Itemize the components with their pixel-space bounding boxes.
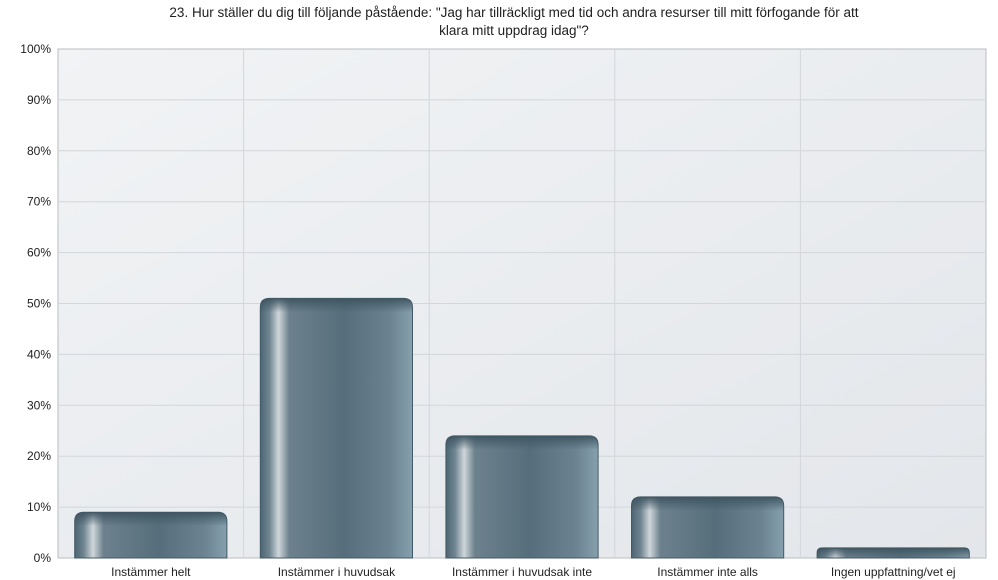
- y-tick-label: 20%: [27, 449, 51, 463]
- bar-top-shade: [74, 512, 227, 527]
- y-tick-label: 70%: [27, 195, 51, 209]
- x-tick-label: Instämmer helt: [111, 565, 191, 579]
- y-tick-label: 40%: [27, 347, 51, 361]
- bar-top-shade: [631, 496, 784, 511]
- bar-top-shade: [260, 298, 413, 313]
- x-tick-label: Ingen uppfattning/vet ej: [831, 565, 956, 579]
- y-axis: 0% 10% 20% 30% 40% 50% 60% 70% 80% 90% 100%: [20, 42, 51, 565]
- y-tick-label: 60%: [27, 246, 51, 260]
- y-tick-label: 0%: [34, 551, 52, 565]
- y-tick-label: 30%: [27, 398, 51, 412]
- chart-title: 23. Hur ställer du dig till följande pås…: [40, 4, 988, 40]
- bar-top-shade: [817, 547, 970, 558]
- y-tick-label: 50%: [27, 297, 51, 311]
- grid-lines: [58, 49, 986, 558]
- y-tick-label: 80%: [27, 144, 51, 158]
- x-tick-label: Instämmer inte alls: [657, 565, 758, 579]
- bar-top-shade: [445, 435, 599, 450]
- x-axis: Instämmer helt Instämmer i huvudsak Instäm…: [111, 565, 955, 579]
- bars: [74, 297, 970, 559]
- bar: [259, 297, 413, 559]
- chart-title-line-2: klara mitt uppdrag idag"?: [439, 23, 589, 38]
- chart-title-line-1: 23. Hur ställer du dig till följande pås…: [169, 5, 859, 20]
- y-tick-label: 10%: [27, 500, 51, 514]
- x-tick-label: Instämmer i huvudsak inte: [452, 565, 592, 579]
- x-tick-label: Instämmer i huvudsak: [278, 565, 396, 579]
- y-tick-label: 90%: [27, 93, 51, 107]
- y-tick-label: 100%: [20, 42, 51, 56]
- bar: [445, 435, 599, 559]
